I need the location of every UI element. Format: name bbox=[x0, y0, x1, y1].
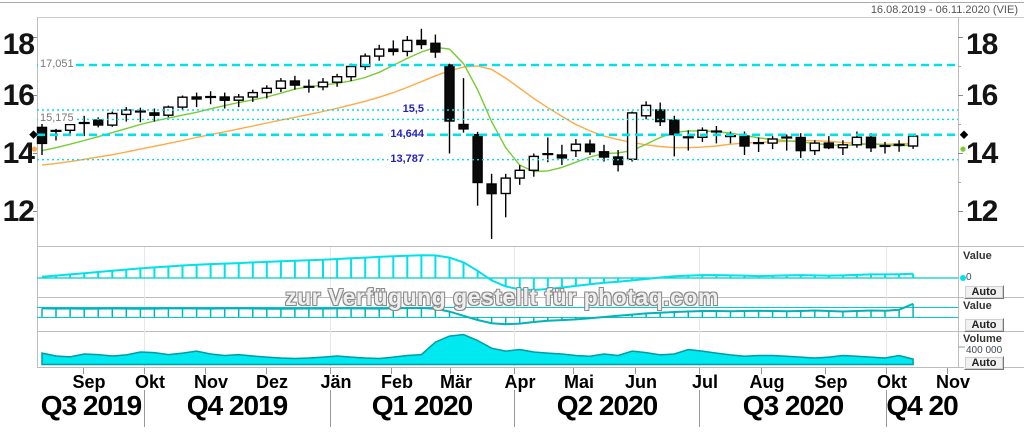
indicator1-current-value: 0 bbox=[966, 272, 972, 283]
quarter-label: Q3 2020 bbox=[742, 390, 844, 421]
date-range-label: 16.08.2019 - 06.11.2020 (VIE) bbox=[870, 4, 1018, 16]
volume-panel-controls: Volume 400 000 Auto bbox=[963, 333, 1023, 370]
month-label: Nov bbox=[935, 372, 971, 392]
price-line-label: 15,5 bbox=[400, 103, 426, 115]
right-ma-marker bbox=[960, 146, 966, 152]
left-ma-marker bbox=[31, 146, 38, 152]
month-label: Mai bbox=[563, 372, 595, 392]
indicator2-panel-controls: Value Auto bbox=[963, 300, 1023, 332]
indicator1-line bbox=[41, 254, 914, 292]
indicator1-panel-controls: Value 0 Auto bbox=[963, 250, 1023, 299]
month-label: Aug bbox=[749, 372, 785, 392]
indicator1-auto-button[interactable]: Auto bbox=[964, 285, 1004, 299]
volume-gridline-value: 400 000 bbox=[966, 345, 1003, 356]
price-line-label: 15,175 bbox=[38, 112, 76, 124]
indicator2-value-label: Value bbox=[963, 300, 992, 312]
month-label: Mär bbox=[439, 372, 473, 392]
quarter-label: Q4 20 bbox=[886, 390, 958, 421]
month-label: Okt bbox=[876, 372, 908, 392]
price-tick-label-left: 18 bbox=[2, 28, 35, 61]
price-tick-label-left: 12 bbox=[2, 195, 35, 228]
price-tick-label-right: 16 bbox=[966, 79, 998, 112]
watermark: zur Verfügung gestellt für photaq.com bbox=[285, 284, 719, 310]
quarter-label: Q2 2020 bbox=[556, 390, 658, 421]
price-tick-label-right: 14 bbox=[966, 137, 998, 170]
price-line-label: 13,787 bbox=[388, 153, 426, 165]
month-label: Apr bbox=[504, 372, 536, 392]
month-label: Sep bbox=[814, 372, 848, 392]
month-label: Okt bbox=[134, 372, 166, 392]
price-line-label: 17,051 bbox=[38, 58, 76, 70]
month-label: Jän bbox=[320, 372, 352, 392]
price-tick-label-left: 16 bbox=[2, 79, 35, 112]
month-label: Sep bbox=[72, 372, 106, 392]
volume-area bbox=[41, 333, 914, 366]
quarter-label: Q3 2019 bbox=[40, 390, 142, 421]
quarter-label: Q1 2020 bbox=[371, 390, 473, 421]
price-tick-label-left: 14 bbox=[2, 137, 35, 170]
indicator1-zero-marker bbox=[960, 275, 966, 281]
indicator2-line bbox=[41, 302, 914, 326]
month-label: Jun bbox=[624, 372, 658, 392]
indicator2-auto-button[interactable]: Auto bbox=[964, 318, 1004, 332]
volume-label: Volume bbox=[963, 333, 1002, 345]
month-label: Jul bbox=[691, 372, 719, 392]
indicator1-value-label: Value bbox=[963, 250, 992, 262]
price-tick-label-right: 18 bbox=[966, 28, 998, 61]
month-label: Nov bbox=[193, 372, 229, 392]
quarter-label: Q4 2019 bbox=[186, 390, 288, 421]
volume-auto-button[interactable]: Auto bbox=[964, 356, 1004, 370]
price-tick-label-right: 12 bbox=[966, 195, 998, 228]
month-label: Feb bbox=[380, 372, 414, 392]
month-label: Dez bbox=[255, 372, 289, 392]
price-line-label: 14,644 bbox=[388, 128, 426, 140]
